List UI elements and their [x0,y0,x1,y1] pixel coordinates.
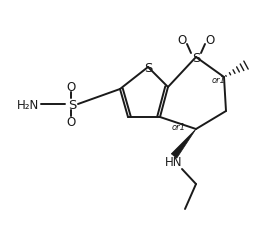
Text: HN: HN [165,156,183,169]
Text: H₂N: H₂N [17,98,39,111]
Text: S: S [68,98,76,111]
Text: or1: or1 [172,123,186,132]
Polygon shape [171,129,196,158]
Text: O: O [66,80,76,93]
Text: or1: or1 [212,75,226,84]
Text: O: O [177,33,187,46]
Text: S: S [192,51,200,64]
Text: O: O [66,116,76,129]
Text: O: O [206,33,215,46]
Text: S: S [144,61,152,74]
